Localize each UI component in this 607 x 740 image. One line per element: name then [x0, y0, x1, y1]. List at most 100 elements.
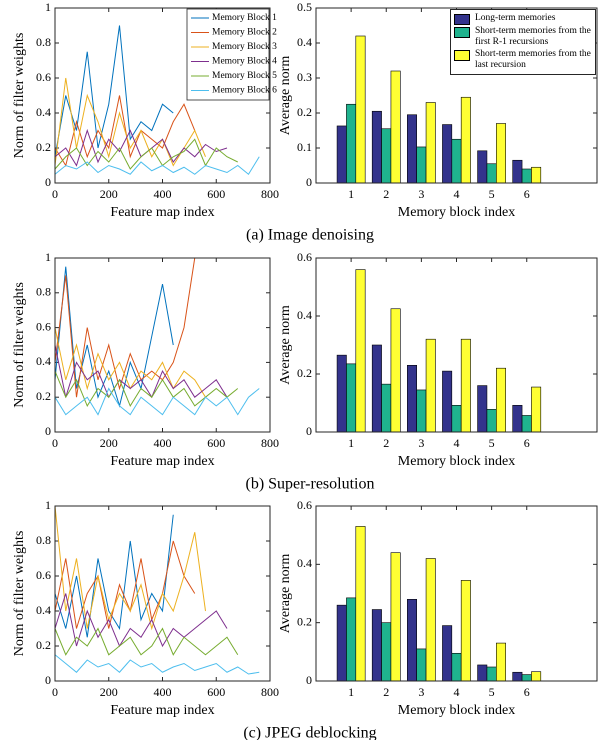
chart: 0 0.2 0.4 0.6 0.8 1 0 200 400 600 800 Feature map i… — [12, 498, 279, 718]
x-tick-label: 5 — [489, 436, 495, 450]
legend-swatch — [454, 27, 470, 38]
bar — [486, 409, 497, 433]
line — [54, 77, 206, 167]
chart: 0 0.2 0.4 0.6 1 2 3 4 5 6 Memory block index Averag… — [278, 250, 598, 469]
x-tick-label: 6 — [524, 187, 530, 201]
bar — [336, 604, 347, 682]
chart: 0 0.1 0.2 0.3 0.4 0.5 1 2 3 4 5 6 Memory block index… — [278, 0, 598, 220]
y-tick-label: 0.1 — [297, 140, 312, 154]
bar — [346, 363, 357, 433]
y-tick-label: 0 — [45, 424, 51, 438]
y-tick-label: 1 — [45, 498, 51, 512]
bar — [416, 648, 427, 682]
y-tick-label: 0.2 — [297, 614, 312, 628]
x-tick-label: 1 — [348, 187, 354, 201]
x-tick-label: 3 — [418, 187, 424, 201]
bar — [390, 308, 401, 433]
bar — [477, 385, 488, 433]
x-tick-label: 400 — [154, 436, 172, 450]
bar — [496, 367, 506, 433]
line — [54, 654, 260, 675]
x-tick-label: 0 — [52, 187, 58, 201]
y-tick-label: 0.4 — [297, 35, 312, 49]
x-tick-label: 600 — [207, 436, 225, 450]
bar — [521, 415, 532, 433]
x-tick-label: 1 — [348, 685, 354, 699]
y-axis-label: Average norm — [278, 56, 293, 136]
legend-label: Memory Block 1 — [212, 13, 277, 23]
bar — [442, 625, 453, 682]
legend-swatch — [454, 14, 470, 25]
bar — [416, 389, 427, 433]
x-axis-label: Memory block index — [398, 205, 515, 220]
legend-label: Short-term memories from the first R-1 r… — [475, 26, 591, 47]
x-tick-label: 800 — [261, 685, 279, 699]
legend-label: Short-term memories from the last recurs… — [475, 49, 591, 70]
y-tick-label: 0.6 — [36, 70, 51, 84]
bar — [477, 150, 488, 184]
x-tick-label: 200 — [100, 436, 118, 450]
bar — [355, 269, 366, 433]
legend-label: Memory Block 2 — [212, 28, 277, 38]
bar — [346, 597, 357, 682]
x-tick-label: 800 — [261, 187, 279, 201]
x-tick-label: 4 — [454, 187, 460, 201]
bar — [521, 168, 532, 184]
x-tick-label: 600 — [207, 685, 225, 699]
y-tick-label: 0.2 — [36, 638, 51, 652]
bar — [460, 96, 471, 184]
y-tick-label: 0.6 — [297, 250, 312, 264]
bar — [355, 526, 366, 682]
y-tick-label: 0.2 — [297, 105, 312, 119]
y-tick-label: 0.2 — [36, 389, 51, 403]
legend-entry: Long-term memories — [454, 13, 592, 25]
y-tick-label: 0.6 — [297, 498, 312, 512]
line — [54, 540, 196, 629]
x-tick-label: 200 — [100, 685, 118, 699]
y-axis-label: Average norm — [278, 305, 293, 385]
bar — [512, 405, 523, 433]
y-tick-label: 1 — [45, 0, 51, 14]
bar — [460, 338, 471, 433]
bar — [381, 383, 392, 433]
bar — [425, 558, 436, 682]
chart: 0 0.2 0.4 0.6 0.8 1 0 200 400 600 800 Feature map i… — [12, 250, 279, 469]
bar — [407, 114, 417, 184]
caption: (b) Super-resolution — [246, 476, 375, 493]
bar — [531, 671, 542, 682]
y-tick-label: 0 — [306, 175, 312, 189]
x-tick-label: 3 — [418, 685, 424, 699]
legend-box: Long-term memories Short-term memories fr… — [450, 9, 596, 75]
chart: 0 0.2 0.4 0.6 1 2 3 4 5 6 Memory block index Averag… — [278, 498, 598, 718]
legend-swatch — [454, 50, 470, 61]
y-tick-label: 0 — [306, 424, 312, 438]
x-tick-label: 0 — [52, 436, 58, 450]
bar — [531, 386, 542, 433]
line — [54, 156, 260, 175]
y-tick-label: 0.6 — [36, 319, 51, 333]
y-axis-label: Norm of filter weights — [12, 33, 27, 159]
x-tick-label: 2 — [383, 187, 389, 201]
bar — [371, 609, 382, 682]
line — [54, 593, 228, 648]
x-tick-label: 4 — [454, 436, 460, 450]
x-axis-label: Memory block index — [398, 703, 515, 718]
y-tick-label: 0 — [45, 175, 51, 189]
legend-label: Memory Block 4 — [212, 57, 277, 67]
bar — [425, 338, 436, 433]
y-tick-label: 0 — [45, 673, 51, 687]
bar — [371, 110, 382, 184]
line — [54, 514, 174, 638]
bar — [355, 35, 366, 184]
bar — [477, 664, 488, 682]
line — [54, 257, 196, 398]
legend: Long-term memories Short-term memories fr… — [450, 9, 596, 75]
bar — [451, 138, 462, 184]
legend-label: Long-term memories — [475, 13, 556, 23]
bar — [381, 128, 392, 184]
bar — [512, 159, 523, 184]
line — [54, 627, 239, 656]
bar — [451, 652, 462, 682]
y-tick-label: 0.4 — [36, 354, 51, 368]
